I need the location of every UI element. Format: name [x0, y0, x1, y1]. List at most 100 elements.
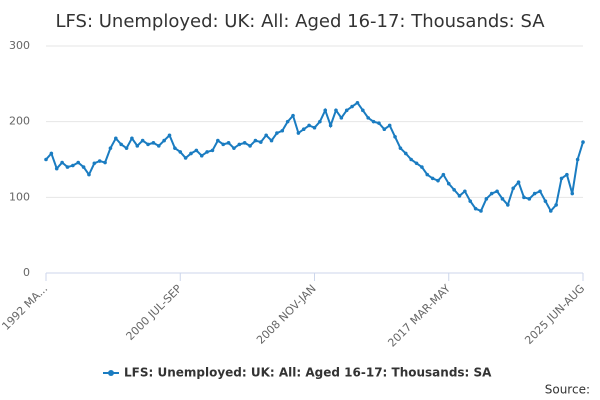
point	[548, 209, 553, 213]
point	[468, 199, 473, 203]
point	[543, 199, 548, 203]
point	[259, 140, 263, 144]
point	[65, 165, 70, 169]
point	[425, 172, 430, 177]
point	[296, 131, 301, 135]
point	[264, 133, 268, 138]
point	[414, 161, 419, 166]
point	[463, 189, 467, 194]
point	[344, 108, 349, 113]
point	[87, 172, 91, 177]
point	[452, 187, 456, 192]
point	[495, 189, 499, 194]
point	[565, 172, 569, 177]
point	[237, 142, 242, 147]
y-tick-label: 0	[23, 266, 30, 279]
point	[554, 203, 558, 207]
point	[339, 116, 344, 120]
chart-title: LFS: Unemployed: UK: All: Aged 16-17: Th…	[55, 11, 545, 32]
point	[441, 172, 446, 177]
y-tick-label: 100	[9, 190, 30, 203]
point	[76, 160, 81, 165]
point	[457, 194, 462, 198]
point	[221, 142, 226, 147]
point	[97, 159, 102, 163]
point	[275, 131, 279, 135]
point	[71, 163, 75, 168]
point	[114, 136, 118, 141]
point	[538, 189, 542, 194]
point	[350, 104, 354, 109]
point	[409, 157, 413, 162]
point	[377, 121, 381, 125]
point	[581, 140, 585, 144]
point	[361, 108, 365, 113]
point	[205, 150, 209, 154]
x-tick-label: 2000 JUL-SEP	[123, 282, 184, 343]
point	[323, 108, 328, 113]
point	[398, 146, 403, 150]
point	[393, 135, 397, 139]
point	[146, 142, 150, 147]
point	[140, 138, 145, 143]
point	[183, 156, 188, 160]
point	[253, 138, 258, 143]
point	[210, 148, 215, 153]
point	[103, 160, 107, 165]
point	[318, 119, 322, 124]
point	[44, 157, 48, 162]
point	[479, 209, 483, 213]
point	[334, 108, 338, 113]
point	[446, 181, 451, 186]
point	[92, 161, 97, 166]
point	[60, 160, 64, 165]
x-tick-label: 2008 NOV-JAN	[254, 282, 319, 347]
point	[559, 176, 564, 181]
point	[226, 141, 231, 145]
point	[151, 141, 156, 145]
x-tick-label: 1992 MA...	[0, 282, 50, 333]
point	[194, 148, 199, 153]
point	[312, 125, 317, 130]
point	[575, 157, 580, 162]
point	[489, 191, 494, 196]
x-tick-label: 2017 MAR-MAY	[385, 282, 453, 350]
y-tick-label: 300	[9, 39, 30, 52]
point	[199, 153, 204, 158]
point	[328, 123, 333, 128]
point	[570, 191, 575, 196]
legend-label: LFS: Unemployed: UK: All: Aged 16-17: Th…	[124, 366, 492, 380]
point	[484, 197, 489, 201]
point	[511, 186, 515, 191]
point	[522, 195, 526, 200]
point	[366, 116, 371, 120]
point	[130, 136, 134, 141]
point	[216, 138, 220, 143]
point	[232, 146, 236, 150]
point	[371, 119, 376, 124]
point	[124, 146, 129, 150]
point	[285, 119, 290, 124]
point	[119, 142, 123, 147]
point	[527, 197, 532, 201]
point	[436, 178, 440, 183]
point	[516, 180, 521, 184]
point	[307, 123, 311, 128]
point	[189, 151, 193, 156]
point	[430, 176, 435, 181]
point	[280, 128, 285, 133]
point	[242, 141, 247, 145]
point	[387, 123, 392, 128]
point	[49, 151, 54, 156]
point	[156, 144, 161, 148]
point	[248, 144, 252, 148]
point	[301, 127, 306, 132]
source: Source:	[545, 383, 590, 397]
point	[291, 113, 295, 118]
x-tick-label: 2025 JUN-AUG	[522, 282, 587, 347]
point	[355, 100, 360, 105]
point	[532, 191, 537, 196]
line	[45, 101, 584, 213]
point	[173, 146, 177, 150]
